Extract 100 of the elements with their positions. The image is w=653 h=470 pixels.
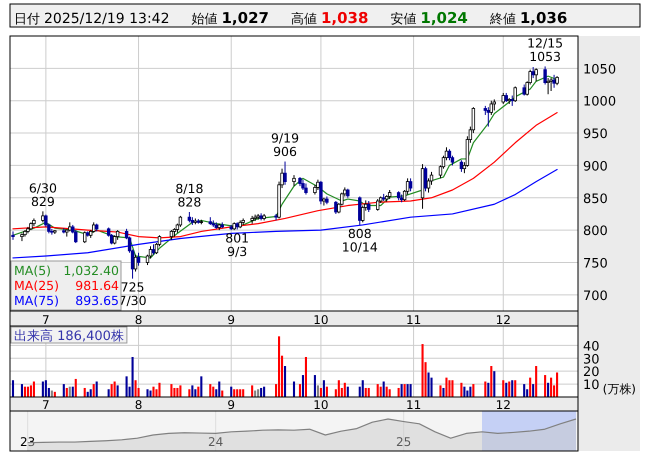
bar [346, 386, 349, 397]
bar [463, 386, 466, 397]
bar [544, 375, 546, 397]
bar [158, 382, 161, 397]
line-series [12, 168, 558, 259]
bar [448, 380, 451, 397]
bar [42, 382, 44, 397]
bar [114, 382, 116, 397]
annotation: 出来高 186,400株 [14, 328, 124, 344]
bar [298, 384, 302, 397]
bar [368, 388, 370, 397]
bar [68, 386, 71, 397]
bar [132, 356, 134, 397]
y-tick-label: 40 [583, 339, 600, 354]
bar [484, 382, 486, 397]
bar [209, 384, 212, 397]
bar [304, 356, 308, 397]
bar [523, 384, 526, 397]
bar [236, 389, 238, 397]
bar [487, 382, 490, 397]
bar [170, 384, 172, 397]
bar [233, 389, 236, 397]
bar [421, 344, 424, 397]
bar [116, 385, 119, 397]
bar [12, 380, 14, 397]
x-tick-label: 11 [406, 313, 422, 327]
annotation: 808 10/14 [342, 226, 378, 254]
bar [179, 385, 182, 397]
annotation: 6/30 829 [28, 180, 57, 209]
bar [400, 384, 403, 397]
bar [90, 389, 92, 397]
bar [30, 385, 32, 397]
y-tick-label: 950 [583, 127, 608, 142]
x-tick-label: 7 [42, 398, 50, 412]
bar [505, 382, 508, 397]
bar [26, 386, 29, 397]
bar [550, 378, 552, 397]
bar [445, 378, 448, 397]
x-tick-label: 8 [134, 398, 142, 412]
annotation: 725 7/30 [118, 280, 147, 308]
y-tick-label: 20 [583, 365, 600, 380]
y-tick-label: 1000 [583, 94, 616, 110]
x-tick-label: 10 [313, 313, 329, 327]
bar [338, 380, 340, 397]
bar [86, 392, 89, 397]
bar [152, 386, 155, 397]
bar [302, 375, 304, 397]
bar [382, 382, 385, 397]
bar [24, 386, 26, 397]
bar [362, 380, 364, 397]
bar [427, 372, 430, 397]
series-label: MA(5) 1,032.40 [14, 263, 120, 278]
y-tick-label: 700 [583, 288, 608, 304]
bar [322, 380, 325, 397]
bar [278, 336, 280, 397]
bar [556, 372, 558, 397]
bar [134, 380, 137, 397]
legend: MA(5) 1,032.40 MA(25) 981.64 MA(75) 893.65 [10, 260, 122, 310]
x-tick-label: 8 [134, 313, 142, 327]
bar [74, 378, 77, 397]
bar [502, 380, 504, 397]
bar [529, 378, 532, 397]
bar [197, 386, 200, 397]
header: 日付 2025/12/19 13:42 始値 1,027 高値 1,038 安値 1,024 終値 1,036 [10, 4, 640, 28]
bar [326, 386, 328, 397]
bar [191, 385, 194, 397]
bar [221, 390, 224, 397]
bar [386, 386, 388, 397]
bar [460, 382, 462, 397]
x-tick-label: 25 [396, 435, 412, 449]
bar [514, 380, 516, 397]
bar [404, 384, 406, 397]
y-tick-label: 1050 [583, 62, 616, 78]
bar [263, 386, 266, 397]
bar [535, 366, 538, 397]
annotation: 801 9/3 [225, 230, 250, 259]
bar [96, 382, 98, 397]
bar [212, 386, 214, 397]
x-tick-label: 10 [313, 398, 329, 412]
annotation: 12/15 1053 [527, 35, 564, 64]
bar [62, 384, 65, 397]
bar [472, 384, 474, 397]
bar [532, 384, 534, 397]
bar [92, 384, 95, 397]
bar [547, 382, 550, 397]
bar [84, 388, 86, 397]
y-tick-label: 750 [583, 256, 608, 272]
bar [251, 385, 254, 397]
bar [344, 382, 346, 397]
bar [316, 385, 319, 397]
bar [376, 384, 379, 397]
y-tick-label: 900 [583, 159, 608, 174]
y-tick-label: 850 [583, 192, 608, 207]
bar [364, 388, 367, 397]
x-tick-label: 11 [406, 398, 422, 412]
bar [110, 384, 113, 397]
x-tick-label: 12 [496, 313, 511, 327]
bar [490, 366, 492, 397]
y-tick-label: 10 [583, 378, 600, 394]
x-tick-label: 9 [227, 398, 236, 412]
